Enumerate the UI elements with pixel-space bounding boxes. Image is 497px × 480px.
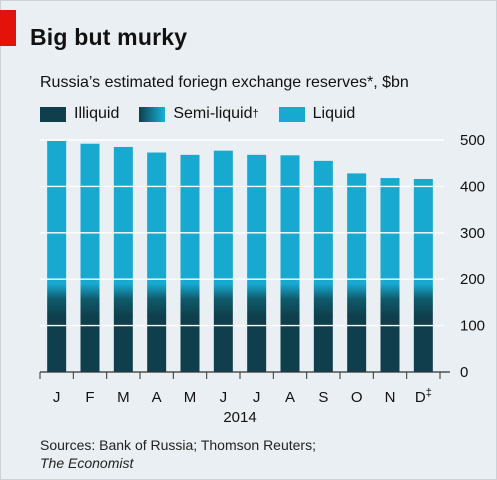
bar-10 [347, 173, 367, 372]
bar-2 [80, 143, 100, 372]
chart-title: Big but murky [30, 24, 188, 50]
year-label: 2014 [223, 409, 256, 426]
source-line-2-text: The Economist [40, 455, 134, 471]
x-tick-label-7: J [253, 389, 261, 406]
y-tick-label-100: 100 [460, 318, 485, 335]
bar-1 [47, 140, 67, 372]
x-tick-label-9: S [318, 389, 328, 406]
legend: Illiquid Semi-liquid † Liquid [40, 104, 375, 124]
legend-item-illiquid: Illiquid [40, 105, 119, 123]
bar-4 [147, 152, 167, 372]
bar-5 [180, 154, 200, 372]
source-note: Sources: Bank of Russia; Thomson Reuters… [40, 436, 316, 472]
legend-label-semi-liquid: Semi-liquid [173, 105, 253, 122]
bar-8 [280, 155, 300, 372]
bar-12 [413, 178, 433, 372]
x-tick-label-11: N [385, 389, 396, 406]
source-line-2: The Economist [40, 454, 316, 472]
x-tick-label-4: A [152, 389, 162, 406]
axis-layer: 0 100 200 300 400 500 J F M A M J J A S O N D‡ 2014 [39, 132, 485, 426]
bar-3 [113, 146, 133, 372]
brand-tab [0, 10, 16, 46]
grid-layer [40, 139, 444, 327]
legend-swatch-semi-liquid [139, 106, 166, 122]
x-tick-label-10: O [351, 389, 363, 406]
x-tick-label-8: A [285, 389, 295, 406]
x-tick-label-3: M [117, 389, 130, 406]
bar-9 [313, 160, 333, 372]
bars-layer [47, 140, 433, 372]
x-tick-label-6: J [220, 389, 228, 406]
y-tick-label-0: 0 [460, 364, 468, 381]
y-tick-label-300: 300 [460, 225, 485, 242]
x-tick-label-5: M [184, 389, 197, 406]
chart-subtitle: Russia’s estimated foriegn exchange rese… [40, 74, 409, 91]
x-tick-mark-12: ‡ [426, 387, 432, 399]
legend-swatch-illiquid [40, 106, 66, 122]
bar-7 [247, 154, 267, 372]
y-tick-label-500: 500 [460, 132, 485, 149]
legend-item-liquid: Liquid [278, 105, 356, 123]
x-tick-label-12: D‡ [415, 387, 432, 406]
y-tick-label-400: 400 [460, 178, 485, 195]
legend-swatch-liquid [278, 106, 305, 122]
bar-6 [213, 150, 233, 372]
y-tick-label-200: 200 [460, 271, 485, 288]
legend-label-liquid: Liquid [312, 105, 356, 122]
legend-label-illiquid: Illiquid [74, 105, 120, 122]
bar-11 [380, 178, 400, 372]
x-tick-label-1: J [53, 389, 61, 406]
x-tick-label-2: F [85, 389, 94, 406]
source-line-1: Sources: Bank of Russia; Thomson Reuters… [40, 437, 316, 453]
legend-item-semi-liquid: Semi-liquid † [139, 105, 259, 123]
